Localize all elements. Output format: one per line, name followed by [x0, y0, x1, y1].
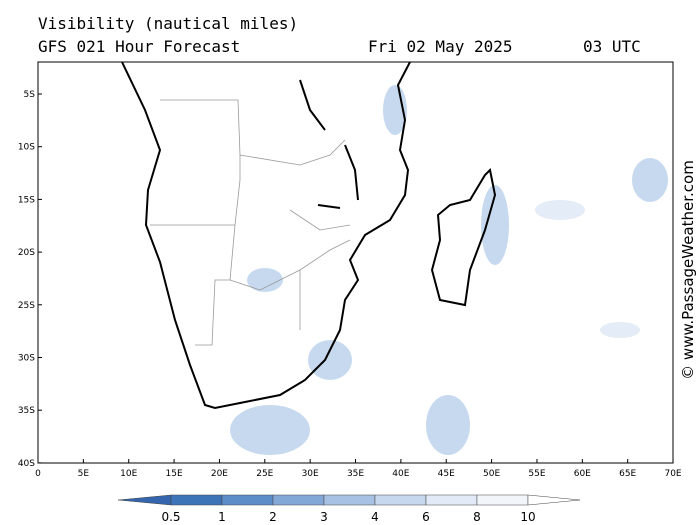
coastline — [121, 61, 497, 410]
title: Visibility (nautical miles) — [38, 14, 298, 33]
lon-label: 50E — [483, 469, 500, 479]
colorbar-label: 2 — [269, 510, 277, 524]
time: 03 UTC — [583, 37, 641, 56]
colorbar-label: 3 — [320, 510, 328, 524]
lon-label: 40E — [392, 469, 409, 479]
colorbar-label: 10 — [520, 510, 535, 524]
lon-label: 65E — [619, 469, 636, 479]
lon-label: 10E — [120, 469, 137, 479]
lon-label: 55E — [528, 469, 545, 479]
lat-label: 35S — [18, 406, 35, 416]
watermark: © www.PassageWeather.com — [679, 160, 697, 380]
lon-label: 30E — [302, 469, 319, 479]
colorbar-label: 4 — [371, 510, 379, 524]
date: Fri 02 May 2025 — [368, 37, 513, 56]
visibility-field — [230, 85, 668, 455]
colorbar-label: 6 — [422, 510, 430, 524]
lon-label: 25E — [256, 469, 273, 479]
lat-label: 20S — [18, 248, 35, 258]
lat-label: 30S — [18, 354, 35, 364]
lat-label: 10S — [18, 143, 35, 153]
lon-label: 60E — [574, 469, 591, 479]
lon-label: 35E — [347, 469, 364, 479]
colorbar-label: 8 — [473, 510, 481, 524]
map-background — [38, 62, 673, 463]
borders — [150, 99, 351, 346]
colorbar-label: 0.5 — [161, 510, 180, 524]
lon-label: 15E — [166, 469, 183, 479]
lon-label: 70E — [664, 469, 681, 479]
lon-label: 20E — [211, 469, 228, 479]
lat-label: 25S — [18, 301, 35, 311]
colorbar: 0.5 1 2 3 4 6 8 10 — [117, 494, 581, 524]
lon-label: 45E — [438, 469, 455, 479]
lat-label: 40S — [18, 459, 35, 469]
lon-label: 0 — [35, 469, 41, 479]
lat-label: 5S — [24, 90, 36, 100]
lon-label: 5E — [78, 469, 90, 479]
colorbar-label: 1 — [218, 510, 226, 524]
lat-label: 15S — [18, 195, 35, 205]
subtitle: GFS 021 Hour Forecast — [38, 37, 240, 56]
